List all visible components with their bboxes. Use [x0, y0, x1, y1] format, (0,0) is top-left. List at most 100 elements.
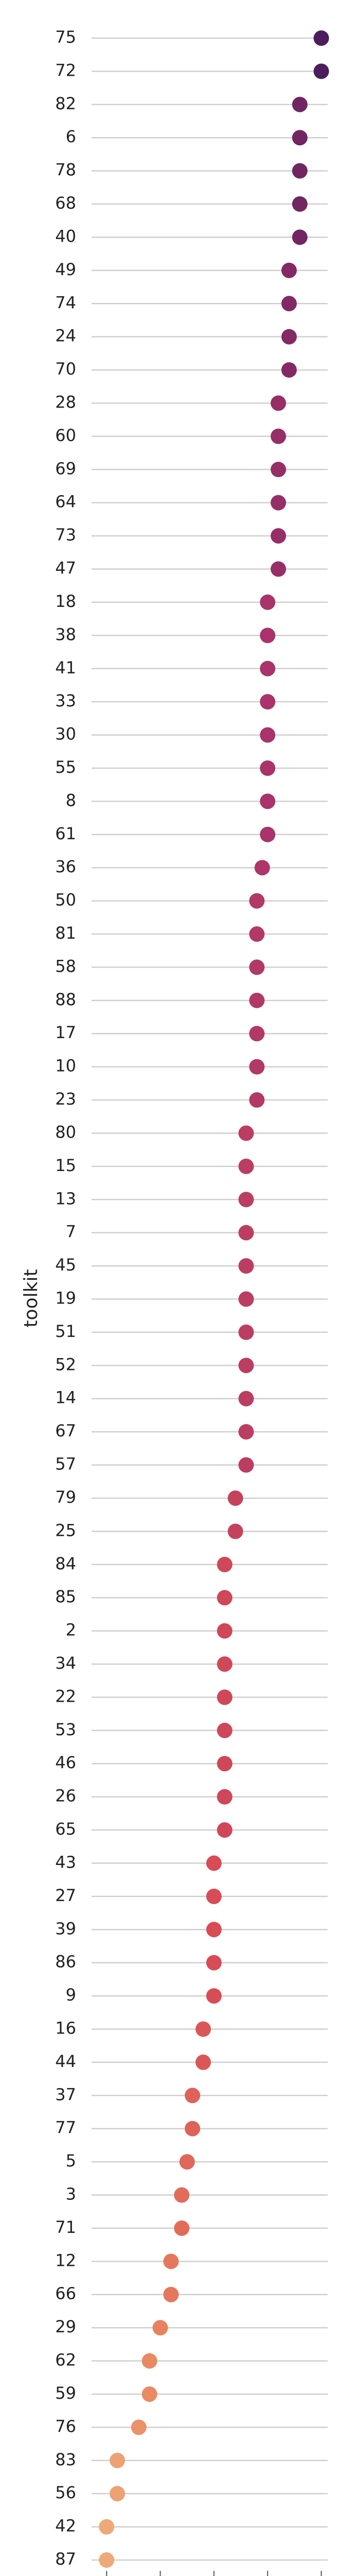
y-tick-label: 27 — [55, 1886, 76, 1905]
y-tick-label: 33 — [55, 691, 76, 710]
y-tick-label: 38 — [55, 624, 76, 644]
dot — [141, 2386, 157, 2402]
dot — [260, 594, 276, 610]
dot — [313, 63, 329, 79]
y-tick-label: 49 — [55, 260, 76, 279]
dot — [217, 1722, 233, 1738]
y-tick-label: 39 — [55, 1919, 76, 1938]
y-tick-label: 81 — [55, 923, 76, 943]
y-tick-label: 82 — [55, 94, 76, 113]
y-tick-label: 68 — [55, 193, 76, 213]
dot — [249, 992, 265, 1008]
y-tick-label: 70 — [55, 359, 76, 379]
dot — [292, 196, 308, 212]
y-tick-label: 67 — [55, 1421, 76, 1440]
y-tick-label: 47 — [55, 558, 76, 578]
y-tick-label: 5 — [66, 2151, 76, 2171]
y-tick-label: 3 — [66, 2184, 76, 2204]
dot — [238, 1324, 254, 1340]
dot — [249, 926, 265, 942]
y-tick-label: 55 — [55, 757, 76, 777]
dot — [217, 1556, 233, 1572]
y-tick-label: 57 — [55, 1454, 76, 1474]
dot — [217, 1623, 233, 1639]
dot — [217, 1590, 233, 1606]
y-tick-label: 29 — [55, 2317, 76, 2336]
dot — [163, 2286, 179, 2302]
dot — [163, 2253, 179, 2269]
y-tick-label: 9 — [66, 1985, 76, 2005]
y-tick-label: 16 — [55, 2018, 76, 2038]
dot — [174, 2220, 190, 2236]
y-tick-label: 43 — [55, 1852, 76, 1872]
dot — [238, 1158, 254, 1174]
dot — [254, 860, 270, 876]
dot — [281, 296, 297, 312]
dot — [271, 395, 287, 411]
y-tick-label: 15 — [55, 1156, 76, 1175]
dot — [206, 1855, 222, 1871]
y-tick-label: 24 — [55, 326, 76, 346]
dot — [292, 130, 308, 146]
y-tick-label: 50 — [55, 890, 76, 910]
dot — [238, 1258, 254, 1274]
y-tick-label: 64 — [55, 492, 76, 512]
y-tick-label: 88 — [55, 990, 76, 1009]
dot — [249, 1092, 265, 1108]
y-tick-label: 66 — [55, 2284, 76, 2303]
y-tick-label: 8 — [66, 790, 76, 810]
dot — [227, 1490, 243, 1506]
dot — [238, 1457, 254, 1473]
y-tick-label: 41 — [55, 658, 76, 677]
y-tick-label: 14 — [55, 1388, 76, 1408]
y-tick-label: 52 — [55, 1354, 76, 1374]
dot — [185, 2088, 201, 2104]
dot — [238, 1225, 254, 1241]
y-tick-label: 76 — [55, 2416, 76, 2436]
y-tick-label: 28 — [55, 392, 76, 412]
dot — [249, 893, 265, 909]
dot — [249, 959, 265, 975]
y-tick-label: 17 — [55, 1023, 76, 1042]
y-tick-label: 73 — [55, 525, 76, 545]
dot — [271, 462, 287, 478]
y-tick-label: 34 — [55, 1653, 76, 1673]
dot — [313, 30, 329, 46]
y-tick-label: 13 — [55, 1189, 76, 1208]
dot — [195, 2054, 211, 2070]
y-axis-label: toolkit — [21, 1269, 42, 1327]
dot — [179, 2154, 195, 2170]
y-tick-label: 36 — [55, 857, 76, 876]
dot — [110, 2486, 126, 2502]
y-tick-label: 44 — [55, 2052, 76, 2071]
y-tick-label: 56 — [55, 2483, 76, 2502]
dot — [292, 229, 308, 245]
y-tick-label: 51 — [55, 1321, 76, 1341]
y-tick-label: 30 — [55, 724, 76, 744]
y-tick-label: 61 — [55, 824, 76, 843]
dot — [217, 1689, 233, 1705]
dot — [217, 1756, 233, 1772]
y-tick-label: 72 — [55, 60, 76, 80]
y-tick-label: 74 — [55, 293, 76, 312]
y-tick-label: 7 — [66, 1222, 76, 1242]
y-tick-label: 75 — [55, 27, 76, 47]
dot — [195, 2021, 211, 2037]
dot — [99, 2552, 115, 2568]
dot — [281, 329, 297, 345]
y-tick-label: 60 — [55, 426, 76, 445]
dot — [238, 1125, 254, 1141]
dot — [271, 495, 287, 511]
y-tick-label: 22 — [55, 1686, 76, 1706]
dot — [110, 2452, 126, 2468]
dot — [292, 96, 308, 112]
dot — [238, 1424, 254, 1440]
dot — [238, 1192, 254, 1208]
y-tick-label: 65 — [55, 1819, 76, 1839]
y-tick-label: 83 — [55, 2450, 76, 2469]
dot — [281, 362, 297, 378]
y-tick-label: 37 — [55, 2084, 76, 2104]
dot — [271, 528, 287, 544]
dot — [238, 1391, 254, 1406]
